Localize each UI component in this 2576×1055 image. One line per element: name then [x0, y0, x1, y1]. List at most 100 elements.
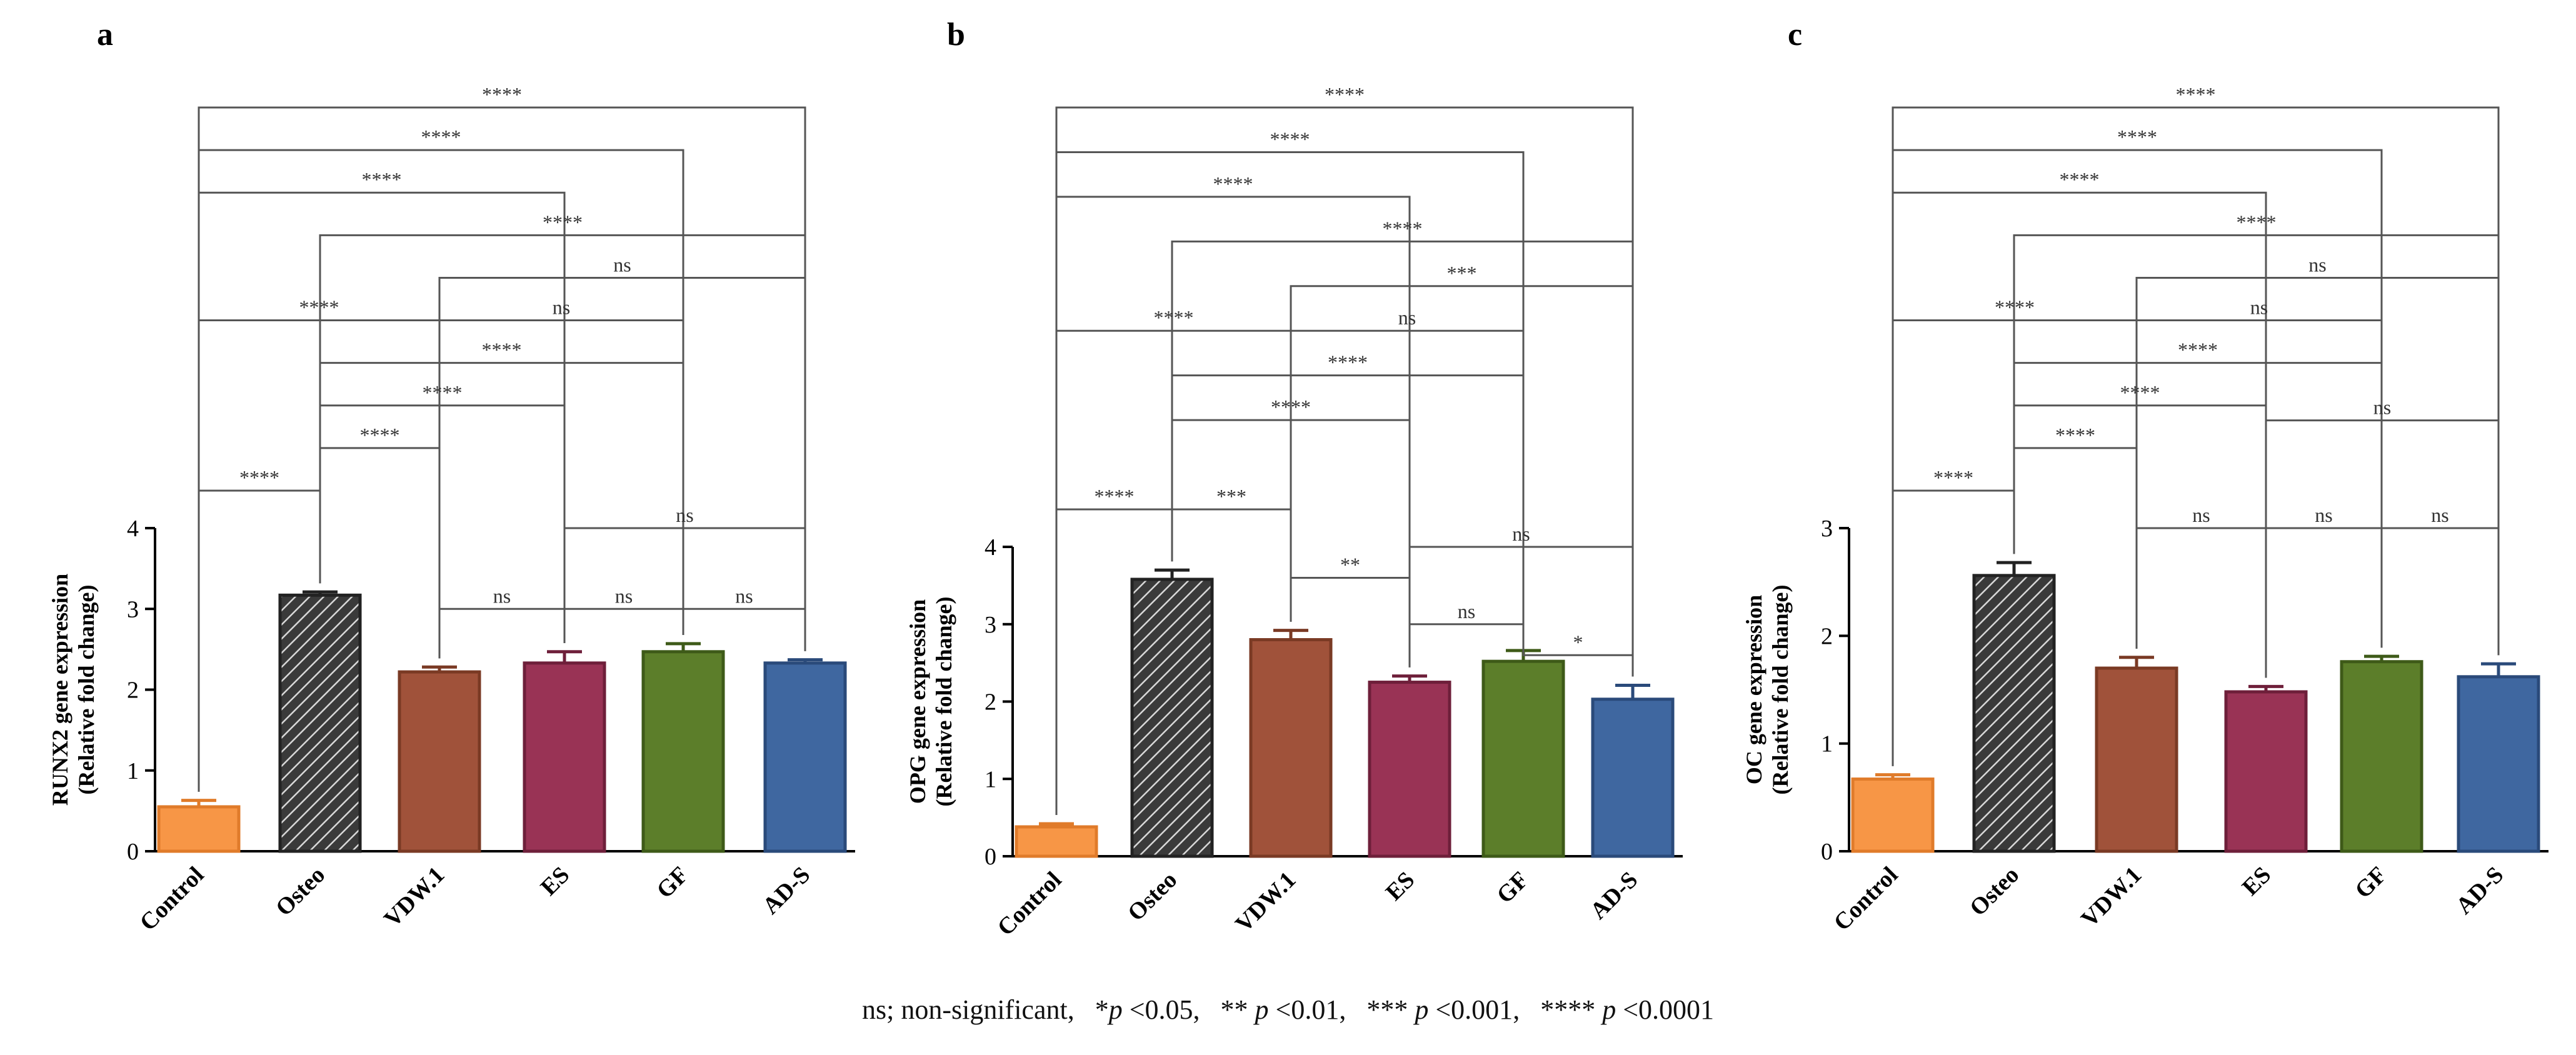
significance-label: **** [1154, 306, 1194, 329]
significance-bracket [1408, 623, 1525, 668]
bar-ad-s [2457, 675, 2540, 853]
significance-bracket [438, 608, 566, 659]
bar-vdw-1 [2095, 666, 2178, 853]
x-tick-label: AD-S [2451, 862, 2508, 919]
y-tick-label: 2 [1821, 623, 1833, 649]
significance-label: **** [1995, 296, 2035, 319]
significance-label: **** [1213, 172, 1253, 195]
significance-label: **** [482, 339, 522, 361]
y-tick-label: 3 [985, 612, 996, 638]
significance-bracket [1408, 546, 1634, 677]
significance-label: ns [1512, 522, 1530, 545]
y-axis-label-secondary: (Relative fold change) [74, 585, 99, 795]
footnote-item: *p <0.05, [1095, 994, 1207, 1025]
bar-es [2224, 690, 2308, 853]
significance-bracket [1290, 577, 1411, 668]
y-tick-label: 0 [1821, 839, 1833, 865]
significance-label: **** [421, 126, 461, 148]
significance-label: **** [2237, 211, 2277, 233]
significance-label: **** [2178, 339, 2218, 361]
significance-label: ns [2308, 253, 2326, 276]
y-axis-label: OPG gene expression [905, 599, 930, 804]
bar-vdw-1 [398, 670, 481, 853]
significance-label: ns [2192, 504, 2210, 526]
significance-label: ns [1398, 306, 1416, 329]
bar-ad-s [763, 661, 847, 853]
y-axis-label-secondary: (Relative fold change) [1768, 585, 1793, 795]
bar-ad-s [1591, 698, 1675, 858]
significance-label: **** [543, 211, 583, 233]
significance-label: **** [1271, 396, 1311, 418]
y-tick-label: 1 [1821, 731, 1833, 758]
significance-bracket [563, 608, 684, 643]
chart-panel-a: a 0 1 2 3 4 RUNX2 gene expression (Relative fol… [48, 17, 855, 936]
x-tick-label: Control [135, 862, 209, 936]
significance-label: **** [2120, 381, 2160, 404]
x-tick-label: VDW.1 [379, 862, 449, 932]
significance-bracket [1171, 508, 1292, 622]
significance-label: **** [1095, 485, 1135, 508]
bar-vdw-1 [1249, 638, 1333, 858]
x-tick-label: Osteo [1123, 867, 1182, 926]
footnote-item: *** p <0.001, [1366, 994, 1527, 1025]
footnote-item: **** p <0.0001 [1540, 994, 1715, 1025]
bar-gf [641, 650, 725, 853]
y-tick-label: 2 [985, 689, 996, 716]
significance-label: **** [239, 466, 279, 489]
significance-label: ns [735, 584, 753, 607]
significance-label: **** [2176, 83, 2216, 106]
significance-bracket [1171, 419, 1411, 668]
significance-label: **** [1325, 83, 1365, 106]
bar-control [1015, 825, 1098, 858]
significance-label: **** [1328, 351, 1368, 374]
x-tick-label: GF [651, 862, 693, 904]
significance-bracket [1290, 329, 1525, 642]
x-tick-label: AD-S [1585, 867, 1643, 924]
significance-label: **** [299, 296, 339, 319]
x-tick-label: ES [536, 862, 575, 901]
y-tick-label: 3 [127, 596, 139, 622]
significance-label: ns [2373, 396, 2391, 419]
x-tick-label: Osteo [1965, 862, 2024, 921]
y-axis-label-secondary: (Relative fold change) [931, 597, 956, 807]
significance-footnote: ns; non-significant, *p <0.05, ** p <0.0… [0, 994, 2576, 1026]
significance-label: **** [423, 381, 463, 404]
significance-bracket [438, 319, 684, 659]
significance-label: ns [553, 296, 570, 319]
x-tick-label: AD-S [758, 862, 815, 919]
significance-label: **** [1383, 217, 1423, 239]
y-tick-label: 3 [1821, 516, 1833, 542]
x-tick-label: Control [1829, 862, 1903, 936]
y-tick-label: 1 [127, 758, 139, 784]
significance-label: ** [1340, 554, 1360, 576]
chart-panel-b: b 0 1 2 3 4 OPG gene expression (Relative fold … [905, 17, 1683, 941]
panel-letter: b [947, 17, 965, 52]
footnote-lead: ns; non-significant, [861, 994, 1075, 1025]
significance-bracket [1522, 641, 1634, 677]
significance-bracket [2135, 527, 2267, 678]
x-tick-label: Control [993, 867, 1067, 941]
bar-gf [2340, 660, 2423, 853]
significance-label: ns [493, 584, 511, 607]
y-tick-label: 4 [985, 534, 996, 561]
significance-bracket [319, 447, 441, 659]
y-tick-label: 0 [127, 839, 139, 865]
significance-label: ns [2431, 504, 2448, 526]
bar-es [1368, 681, 1451, 858]
x-tick-label: GF [2350, 862, 2392, 904]
significance-label: *** [1447, 262, 1477, 284]
x-tick-label: GF [1491, 867, 1533, 909]
significance-bracket [2380, 527, 2500, 656]
significance-label: **** [2060, 168, 2100, 191]
x-tick-label: VDW.1 [2076, 862, 2147, 932]
significance-bracket [563, 527, 806, 651]
significance-label: **** [1933, 466, 1973, 489]
y-tick-label: 0 [985, 844, 996, 870]
footnote-item: ** p <0.01, [1220, 994, 1353, 1025]
bar-osteo [278, 593, 362, 853]
chart-panel-c: c 0 1 2 3 OC gene expression (Relative fold ch… [1742, 17, 2548, 936]
panel-letter: c [1788, 17, 1802, 52]
y-tick-label: 4 [127, 516, 139, 542]
significance-label: * [1573, 631, 1583, 653]
